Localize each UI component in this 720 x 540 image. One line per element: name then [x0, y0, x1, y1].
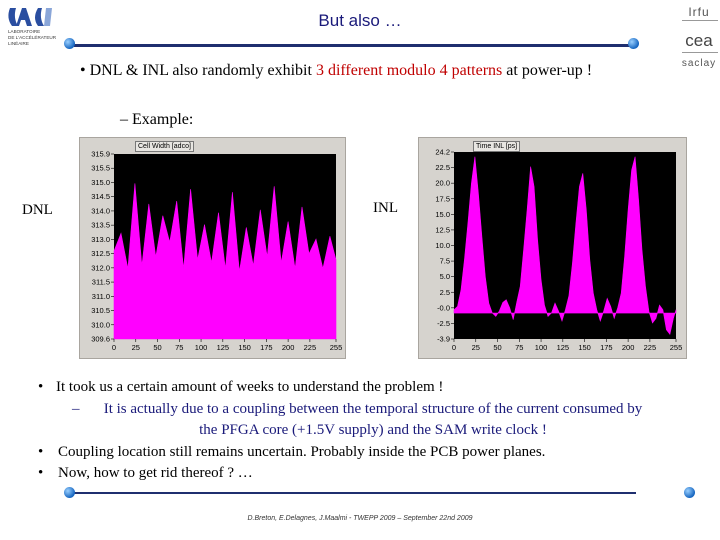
logo-left-line-2: DE L'ACCÉLÉRATEUR [8, 34, 57, 40]
bottom-line-2-text: It is actually due to a coupling between… [103, 400, 643, 439]
y-tick-label: 315.5 [91, 164, 110, 173]
slide-title: But also … [318, 11, 402, 30]
footer-rule [74, 492, 636, 494]
bottom-text: • It took us a certain amount of weeks t… [38, 377, 678, 485]
bottom-line-1-marker: • [38, 379, 44, 395]
x-tick-label: 100 [195, 343, 208, 352]
y-tick-label: 314.0 [91, 206, 110, 215]
bottom-line-4: • Now, how to get rid thereof ? … [38, 463, 678, 485]
x-tick-label: 0 [112, 343, 116, 352]
title-rule [74, 44, 636, 47]
y-tick-label: 312.0 [91, 263, 110, 272]
x-tick-label: 125 [557, 343, 570, 352]
bottom-line-3: • Coupling location still remains uncert… [38, 442, 678, 464]
bottom-line-2: – It is actually due to a coupling betwe… [38, 399, 678, 442]
dnl-chart: 315.9 315.5 315.0 314.5 314.0 313.5 313.0 312.5… [91, 150, 343, 353]
series-area [113, 183, 337, 340]
y-tick-label: -3.9 [437, 335, 450, 344]
x-tick-label: 255 [330, 343, 343, 352]
inl-chart: 24.2 22.5 20.0 17.5 15.0 12.5 10.0 7.5 5.0 2.5 -0.… [435, 148, 683, 353]
series-area [453, 156, 677, 335]
rule-dot-right [628, 38, 639, 49]
x-tick-label: 255 [670, 343, 683, 352]
y-tick-label: 10.0 [435, 241, 450, 250]
x-tick-label: 75 [515, 343, 523, 352]
y-tick-label: -0.0 [437, 303, 450, 312]
x-tick-label: 150 [238, 343, 251, 352]
x-tick-label: 50 [493, 343, 501, 352]
bottom-line-2-marker: – [72, 400, 80, 417]
x-tick-label: 50 [153, 343, 161, 352]
lal-logo: LABORATOIRE DE L'ACCÉLÉRATEUR LINÉAIRE [8, 8, 57, 46]
y-tick-label: -2.5 [437, 319, 450, 328]
rule-dot-left [64, 38, 75, 49]
y-tick-label: 309.6 [91, 335, 110, 344]
y-tick-label: 24.2 [435, 148, 450, 157]
x-tick-label: 75 [175, 343, 183, 352]
dnl-chart-panel: Cell Width [adco] 315.9 315.5 315.0 314.5 31… [79, 137, 346, 359]
dnl-chart-title: Cell Width [adco] [135, 141, 194, 152]
y-tick-label: 20.0 [435, 179, 450, 188]
footer-dot-left [64, 487, 75, 498]
x-tick-label: 125 [217, 343, 230, 352]
y-tick-label: 2.5 [440, 288, 450, 297]
y-tick-label: 315.9 [91, 150, 110, 159]
bullet-marker: • [80, 62, 86, 79]
irfu-cea-saclay-logo: Irfu cea saclay [682, 5, 718, 69]
y-tick-label: 17.5 [435, 194, 450, 203]
y-tick-label: 311.0 [92, 292, 110, 301]
sub-bullet-example: – Example: [120, 111, 194, 128]
bottom-line-4-marker: • [38, 465, 44, 481]
y-tick-label: 315.0 [91, 178, 110, 187]
main-bullet-prefix: DNL & INL also randomly exhibit [89, 62, 316, 79]
logo-saclay: saclay [682, 58, 716, 69]
y-tick-label: 22.5 [435, 163, 450, 172]
inl-label: INL [373, 200, 398, 216]
logo-left-line-1: LABORATOIRE [8, 29, 40, 34]
bottom-line-1: • It took us a certain amount of weeks t… [38, 377, 678, 399]
footer-credit: D.Breton, E.Delagnes, J.Maalmi - TWEPP 2… [247, 515, 473, 522]
y-tick-label: 310.0 [91, 320, 110, 329]
y-tick-label: 5.0 [440, 272, 450, 281]
logo-left-line-3: LINÉAIRE [8, 40, 29, 46]
x-tick-label: 25 [472, 343, 480, 352]
y-tick-label: 310.5 [91, 306, 110, 315]
x-tick-label: 225 [644, 343, 657, 352]
x-tick-label: 175 [600, 343, 613, 352]
x-tick-label: 225 [304, 343, 317, 352]
main-bullet-suffix: at power-up ! [502, 62, 593, 79]
dnl-label: DNL [22, 202, 53, 218]
inl-chart-panel: Time INL [ps] 24.2 22.5 20.0 17.5 15.0 12.5 10… [418, 137, 687, 359]
x-tick-label: 200 [622, 343, 635, 352]
y-tick-label: 313.0 [91, 235, 110, 244]
logo-irfu: Irfu [688, 5, 709, 19]
y-tick-label: 12.5 [435, 225, 450, 234]
y-tick-label: 311.5 [92, 278, 110, 287]
x-tick-label: 175 [260, 343, 273, 352]
y-tick-label: 15.0 [435, 210, 450, 219]
x-tick-label: 25 [132, 343, 140, 352]
bottom-line-3-marker: • [38, 443, 44, 460]
footer-dot-right [684, 487, 695, 498]
logo-cea: cea [685, 31, 713, 50]
x-tick-label: 150 [578, 343, 591, 352]
y-tick-label: 7.5 [440, 257, 450, 266]
bottom-line-1-text: It took us a certain amount of weeks to … [56, 379, 444, 395]
main-bullet-highlight: 3 different modulo 4 patterns [315, 62, 503, 79]
y-tick-label: 314.5 [91, 192, 110, 201]
main-bullet: • DNL & INL also randomly exhibit 3 diff… [80, 60, 640, 81]
y-tick-label: 313.5 [91, 221, 110, 230]
x-tick-label: 200 [282, 343, 295, 352]
inl-chart-title: Time INL [ps] [473, 141, 521, 152]
bottom-line-3-text: Coupling location still remains uncertai… [58, 443, 546, 460]
bottom-line-4-text: Now, how to get rid thereof ? … [58, 465, 253, 481]
x-tick-label: 0 [452, 343, 456, 352]
x-tick-label: 100 [535, 343, 548, 352]
y-tick-label: 312.5 [91, 249, 110, 258]
